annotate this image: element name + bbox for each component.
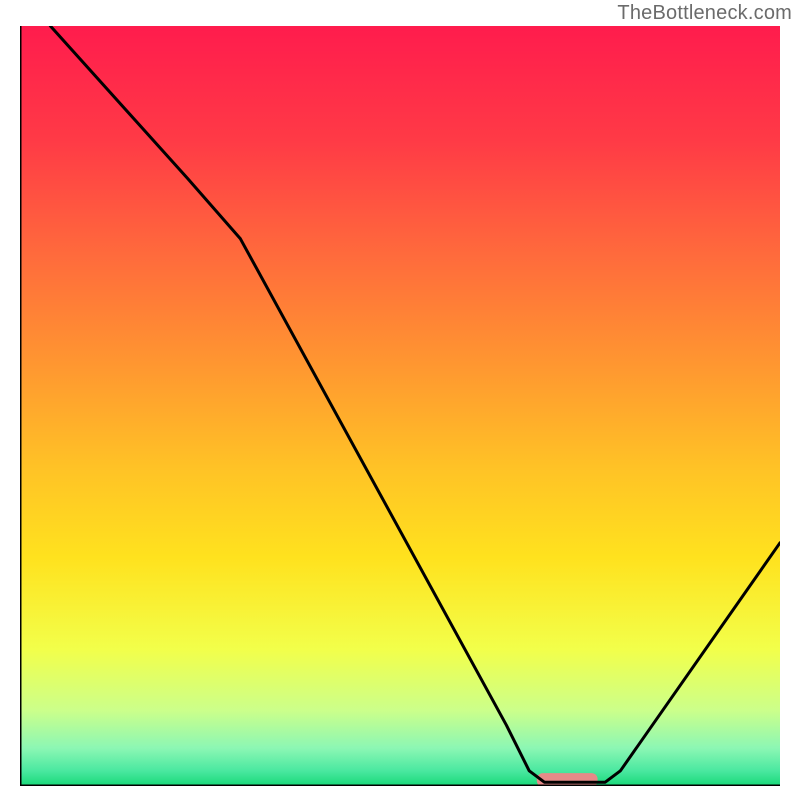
bottleneck-chart (20, 26, 780, 786)
attribution-text: TheBottleneck.com (617, 2, 792, 25)
chart-svg (20, 26, 780, 786)
optimal-range-marker (537, 773, 598, 786)
chart-background (20, 26, 780, 786)
